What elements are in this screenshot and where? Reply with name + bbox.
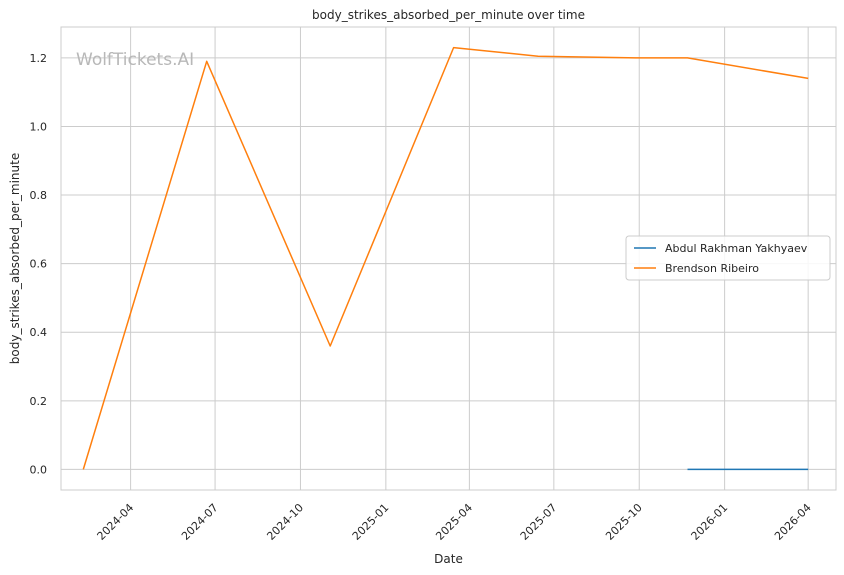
y-tick-label: 0.2 xyxy=(30,395,48,408)
watermark: WolfTickets.AI xyxy=(76,50,194,70)
legend-label: Abdul Rakhman Yakhyaev xyxy=(665,242,808,255)
y-tick-label: 0.6 xyxy=(30,258,48,271)
series-line xyxy=(82,46,809,470)
series-lines xyxy=(82,46,809,471)
y-tick-label: 0.4 xyxy=(30,326,48,339)
legend-box xyxy=(625,235,831,281)
legend: Abdul Rakhman Yakhyaev Brendson Ribeiro xyxy=(625,235,831,281)
x-axis-title: Date xyxy=(434,552,463,566)
y-axis-ticks: 0.0 0.2 0.4 0.6 0.8 1.0 1.2 xyxy=(30,52,48,477)
y-tick-label: 0.0 xyxy=(30,463,48,476)
y-axis-title: body_strikes_absorbed_per_minute xyxy=(8,153,22,364)
y-tick-label: 1.0 xyxy=(30,120,48,133)
legend-label: Brendson Ribeiro xyxy=(665,262,759,275)
plot-area-frame xyxy=(60,26,837,491)
chart-title: body_strikes_absorbed_per_minute over ti… xyxy=(312,8,585,22)
y-tick-label: 1.2 xyxy=(30,52,48,65)
y-tick-label: 0.8 xyxy=(30,189,48,202)
